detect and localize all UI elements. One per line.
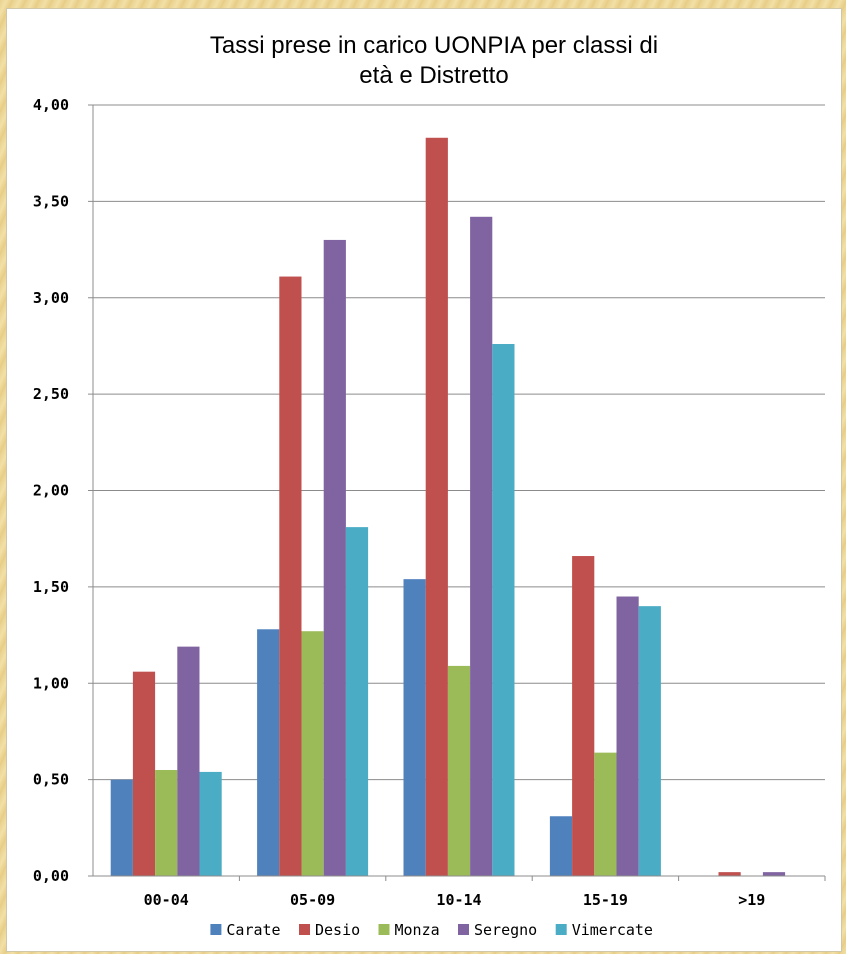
y-axis-ticks: 0,00 0,50 1,00 1,50 2,00 2,50 3,00 3,50 4,00 <box>33 96 93 885</box>
legend-swatch-desio <box>299 924 310 935</box>
bar-monza-2 <box>447 665 471 876</box>
legend-swatch-vimercate <box>555 924 567 935</box>
bar-chart: Tassi prese in carico UONPIA per classi … <box>33 32 826 939</box>
bar-desio-2 <box>425 137 448 876</box>
x-category-label: 10-14 <box>436 891 481 909</box>
bar-carate-0 <box>110 779 133 877</box>
x-category-label: >19 <box>738 891 765 909</box>
y-tick-label: 1,00 <box>33 674 69 692</box>
bar-seregno-2 <box>470 216 493 877</box>
bar-vimercate-0 <box>199 771 222 876</box>
bar-monza-0 <box>155 769 178 876</box>
legend-label-carate: Carate <box>226 921 280 939</box>
legend: Carate Desio Monza Seregno Vimercate <box>210 921 653 939</box>
chart-frame: Tassi prese in carico UONPIA per classi … <box>6 8 842 952</box>
y-tick-label: 0,00 <box>33 867 69 885</box>
gridlines <box>93 104 825 781</box>
y-tick-label: 2,00 <box>33 482 69 500</box>
chart-title-line-1: Tassi prese in carico UONPIA per classi … <box>210 32 658 59</box>
bar-monza-1 <box>301 631 324 876</box>
y-tick-label: 4,00 <box>33 96 69 114</box>
bar-seregno-4 <box>762 872 786 876</box>
bar-seregno-3 <box>616 596 639 876</box>
bar-carate-1 <box>257 629 280 876</box>
legend-label-monza: Monza <box>395 921 440 939</box>
bar-vimercate-1 <box>345 527 369 876</box>
bar-carate-2 <box>403 579 426 876</box>
y-tick-label: 0,50 <box>33 771 69 789</box>
bar-desio-0 <box>132 671 156 876</box>
y-tick-label: 3,50 <box>33 192 69 210</box>
bar-desio-1 <box>279 276 302 876</box>
bar-carate-3 <box>549 816 573 876</box>
y-tick-label: 2,50 <box>33 385 69 403</box>
bar-monza-3 <box>594 752 617 876</box>
legend-swatch-monza <box>378 924 390 935</box>
bar-seregno-1 <box>323 239 346 876</box>
chart-title-line-2: età e Distretto <box>359 62 508 89</box>
legend-swatch-seregno <box>458 924 469 935</box>
legend-label-vimercate: Vimercate <box>572 921 653 939</box>
bar-seregno-0 <box>177 646 200 876</box>
y-tick-label: 1,50 <box>33 578 69 596</box>
x-axis-categories: 00-04 05-09 10-14 15-19 >19 <box>144 876 826 909</box>
y-tick-label: 3,00 <box>33 289 69 307</box>
legend-label-seregno: Seregno <box>474 921 537 939</box>
bar-vimercate-3 <box>638 606 661 876</box>
x-category-label: 05-09 <box>290 891 335 909</box>
legend-swatch-carate <box>210 924 222 935</box>
bar-desio-3 <box>572 556 595 876</box>
legend-label-desio: Desio <box>315 921 360 939</box>
x-category-label: 15-19 <box>583 891 628 909</box>
bar-vimercate-2 <box>492 344 515 876</box>
x-category-label: 00-04 <box>144 891 189 909</box>
bars <box>110 137 786 877</box>
bar-desio-4 <box>718 872 741 876</box>
